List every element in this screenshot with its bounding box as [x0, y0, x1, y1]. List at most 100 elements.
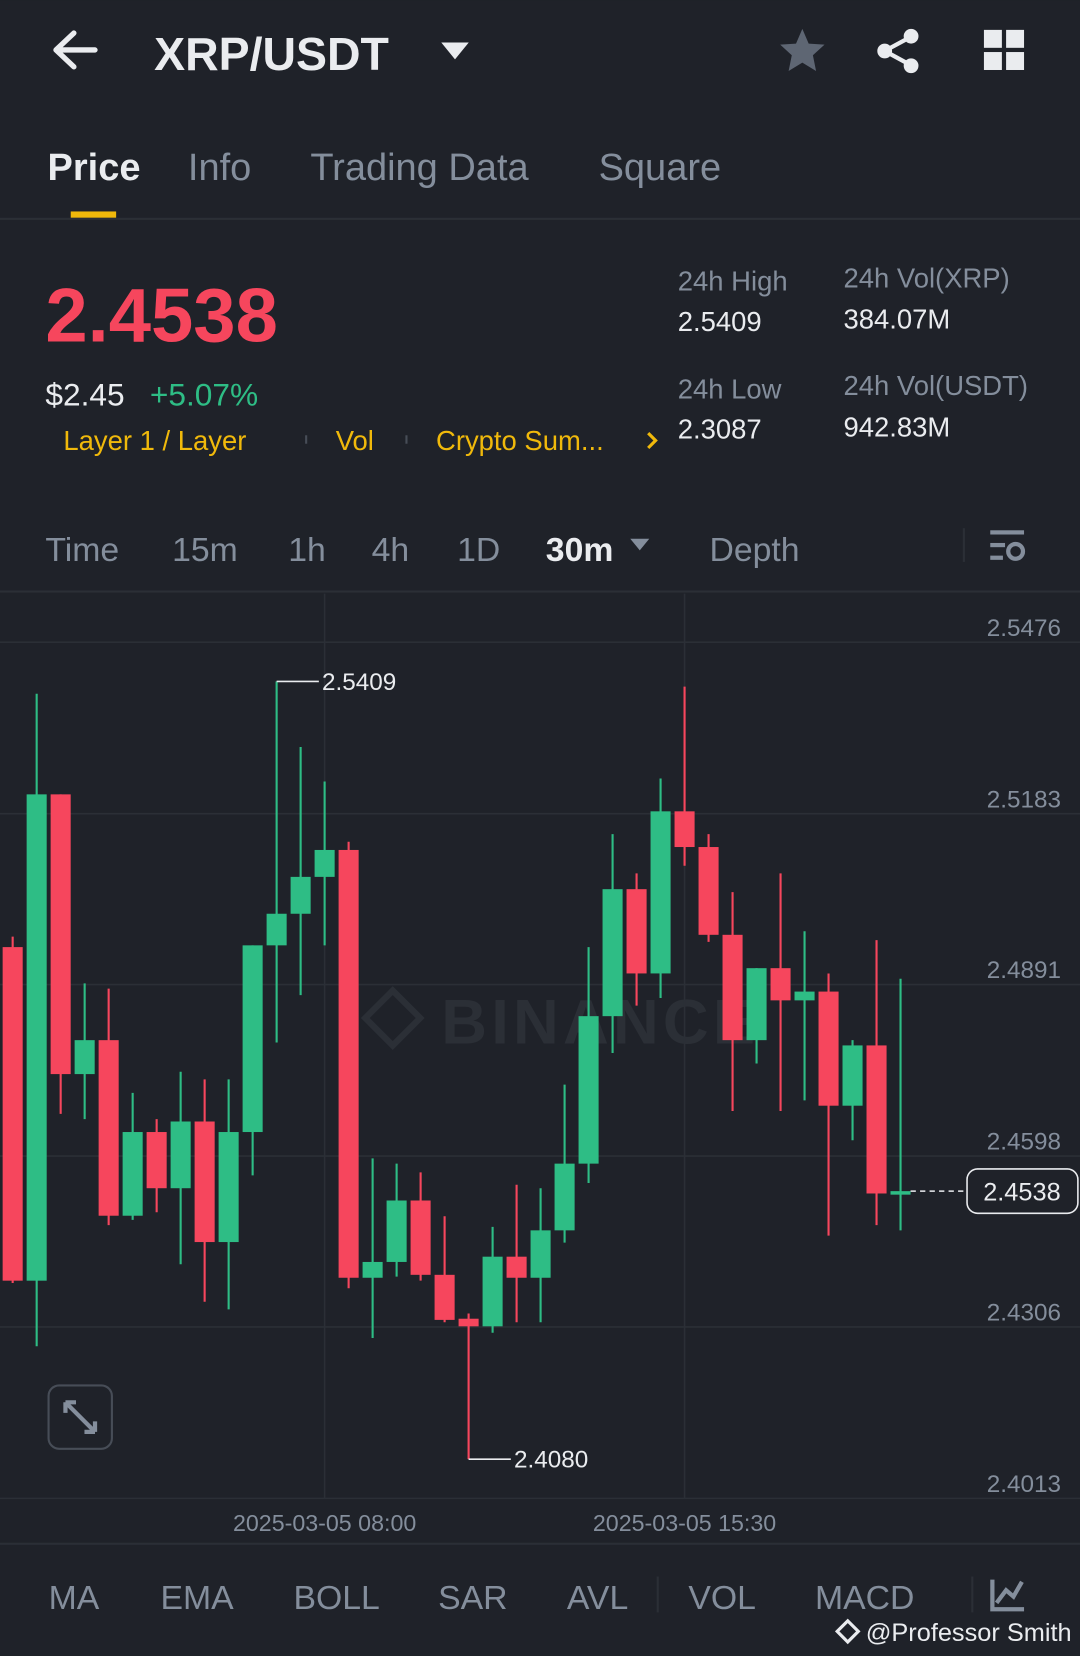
- candle-body: [866, 1045, 887, 1194]
- timeframe[interactable]: Time: [45, 531, 119, 569]
- separator: [971, 1576, 974, 1613]
- candle-body: [314, 849, 335, 877]
- candle-body: [554, 1163, 575, 1231]
- favorite-star[interactable]: [780, 28, 825, 72]
- candle-body: [842, 1045, 863, 1106]
- timeframe-active[interactable]: 30m: [546, 531, 614, 569]
- tab-indicator: [70, 211, 117, 218]
- icon-part: [990, 530, 1025, 535]
- tab[interactable]: Info: [188, 147, 251, 189]
- watermark-logo: [360, 986, 425, 1050]
- tab[interactable]: Trading Data: [310, 147, 529, 189]
- stat-value: 2.5409: [678, 306, 762, 337]
- indicator[interactable]: SAR: [438, 1579, 507, 1617]
- tag[interactable]: Layer 1 / Layer: [63, 425, 246, 456]
- timeframe[interactable]: 15m: [172, 531, 238, 569]
- candle-body: [146, 1132, 167, 1189]
- share-button[interactable]: [877, 28, 919, 74]
- min-annotation: 2.4080: [514, 1447, 588, 1474]
- stat-value: 2.3087: [678, 413, 762, 444]
- last-price: 2.4538: [45, 273, 277, 358]
- candle-body: [674, 811, 695, 848]
- back-button[interactable]: [53, 30, 98, 70]
- timeframe[interactable]: Depth: [709, 531, 799, 569]
- stat-label: 24h Low: [678, 373, 782, 404]
- icon-part: [990, 555, 1003, 560]
- candle-body: [74, 1040, 95, 1075]
- tag-chevron[interactable]: [647, 432, 658, 450]
- candle-body: [626, 889, 647, 974]
- candle-body: [746, 968, 767, 1041]
- candle-body: [98, 1040, 119, 1216]
- grid-cell: [983, 29, 1002, 48]
- back-arrow: [53, 30, 98, 70]
- candle-body: [218, 1132, 239, 1243]
- indicator[interactable]: MA: [49, 1579, 100, 1617]
- expand-icon: [63, 1400, 98, 1434]
- candle-body: [2, 947, 23, 1281]
- credit: @Professor Smith: [866, 1619, 1072, 1647]
- menu-grid[interactable]: [983, 29, 1025, 70]
- indicator[interactable]: AVL: [567, 1579, 628, 1617]
- indicator[interactable]: BOLL: [293, 1579, 379, 1617]
- candle-body: [50, 794, 71, 1075]
- share-dot: [877, 43, 893, 59]
- stat-label: 24h High: [678, 266, 788, 297]
- candle-body: [602, 889, 623, 1017]
- icon-part: [1006, 541, 1026, 561]
- divider: [0, 1542, 1080, 1545]
- timeframe-dropdown[interactable]: [630, 538, 650, 551]
- max-annotation: 2.5409: [322, 669, 396, 696]
- y-tick-label: 2.4891: [987, 957, 1061, 984]
- chart-settings[interactable]: [990, 530, 1026, 561]
- candle-body: [482, 1256, 503, 1327]
- y-tick-label: 2.4598: [987, 1129, 1061, 1156]
- price-change: +5.07%: [150, 377, 258, 413]
- candle-body: [530, 1230, 551, 1278]
- indicator[interactable]: VOL: [688, 1579, 756, 1617]
- pair-title[interactable]: XRP/USDT: [154, 28, 389, 80]
- x-tick-label: 2025-03-05 08:00: [233, 1510, 416, 1536]
- candlestick-chart: 2.5476 2.5183 2.4891 2.4598 2.4306 2.4013 2025…: [0, 593, 1080, 1536]
- grid-cell: [1006, 52, 1025, 70]
- divider: [0, 590, 1080, 593]
- separator: [656, 1576, 659, 1613]
- candle-body: [122, 1132, 143, 1216]
- candle-body: [434, 1274, 455, 1320]
- divider: [0, 217, 1080, 220]
- tag-separator: [305, 435, 308, 444]
- timeframe[interactable]: 4h: [372, 531, 410, 569]
- candle-body: [362, 1261, 383, 1278]
- candle-body: [338, 849, 359, 1278]
- expand-button[interactable]: [47, 1384, 113, 1450]
- pair-dropdown[interactable]: [441, 42, 469, 60]
- candle-body: [890, 1191, 911, 1195]
- tab[interactable]: Square: [599, 147, 722, 189]
- candle-body: [386, 1200, 407, 1262]
- tag[interactable]: Vol: [336, 425, 374, 456]
- indicator[interactable]: MACD: [815, 1579, 914, 1617]
- separator: [962, 528, 965, 562]
- share-dot: [903, 58, 919, 74]
- indicator-settings[interactable]: [990, 1579, 1025, 1612]
- indicator[interactable]: EMA: [160, 1579, 234, 1617]
- timeframe[interactable]: 1D: [457, 531, 500, 569]
- candle-body: [26, 794, 47, 1281]
- logo-part: [360, 986, 425, 1050]
- candle-body: [818, 991, 839, 1106]
- timeframe[interactable]: 1h: [288, 531, 326, 569]
- tab[interactable]: Price: [48, 147, 141, 189]
- stat-label: 24h Vol(USDT): [844, 370, 1029, 401]
- candle-body: [194, 1121, 215, 1243]
- button-frame: [47, 1384, 113, 1450]
- grid-cell: [983, 52, 1002, 70]
- candle-body: [170, 1121, 191, 1189]
- stat-value: 942.83M: [844, 411, 951, 442]
- stat-label: 24h Vol(XRP): [844, 262, 1010, 293]
- tag[interactable]: Crypto Sum...: [436, 425, 604, 456]
- candle-body: [506, 1256, 527, 1278]
- grid-cell: [1006, 29, 1025, 48]
